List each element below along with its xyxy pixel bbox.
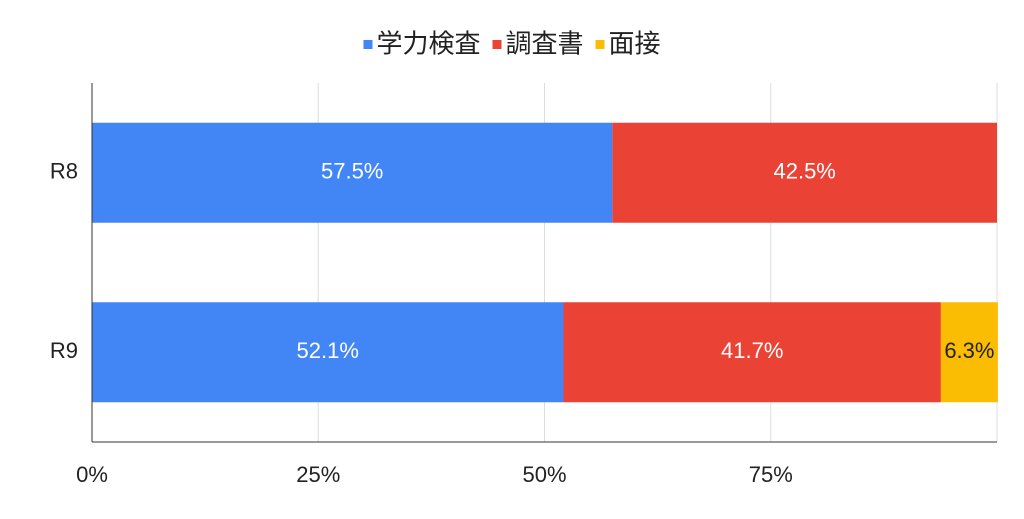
y-tick-label: R9 <box>50 338 78 363</box>
data-label: 6.3% <box>944 338 994 363</box>
data-label: 52.1% <box>297 338 359 363</box>
legend-label: 調査書 <box>505 30 583 60</box>
x-tick-label: 0% <box>76 462 108 487</box>
x-tick-label: 25% <box>296 462 340 487</box>
bar-segment <box>612 122 997 223</box>
bar-segment <box>92 302 564 403</box>
legend-swatch <box>492 40 502 49</box>
legend-label: 学力検査 <box>376 30 480 60</box>
legend: 学力検査 調査書 面接 <box>363 30 661 60</box>
legend-swatch <box>595 40 605 49</box>
bar-segment <box>92 122 613 223</box>
bar-segment <box>563 302 941 403</box>
data-label: 57.5% <box>321 159 383 184</box>
data-label: 42.5% <box>773 159 835 184</box>
x-tick-label: 50% <box>522 462 566 487</box>
y-tick-label: R8 <box>50 159 78 184</box>
legend-swatch <box>363 40 373 49</box>
x-tick-label: 75% <box>749 462 793 487</box>
data-label: 41.7% <box>721 338 783 363</box>
legend-label: 面接 <box>609 30 661 60</box>
bar-segment <box>940 302 998 403</box>
